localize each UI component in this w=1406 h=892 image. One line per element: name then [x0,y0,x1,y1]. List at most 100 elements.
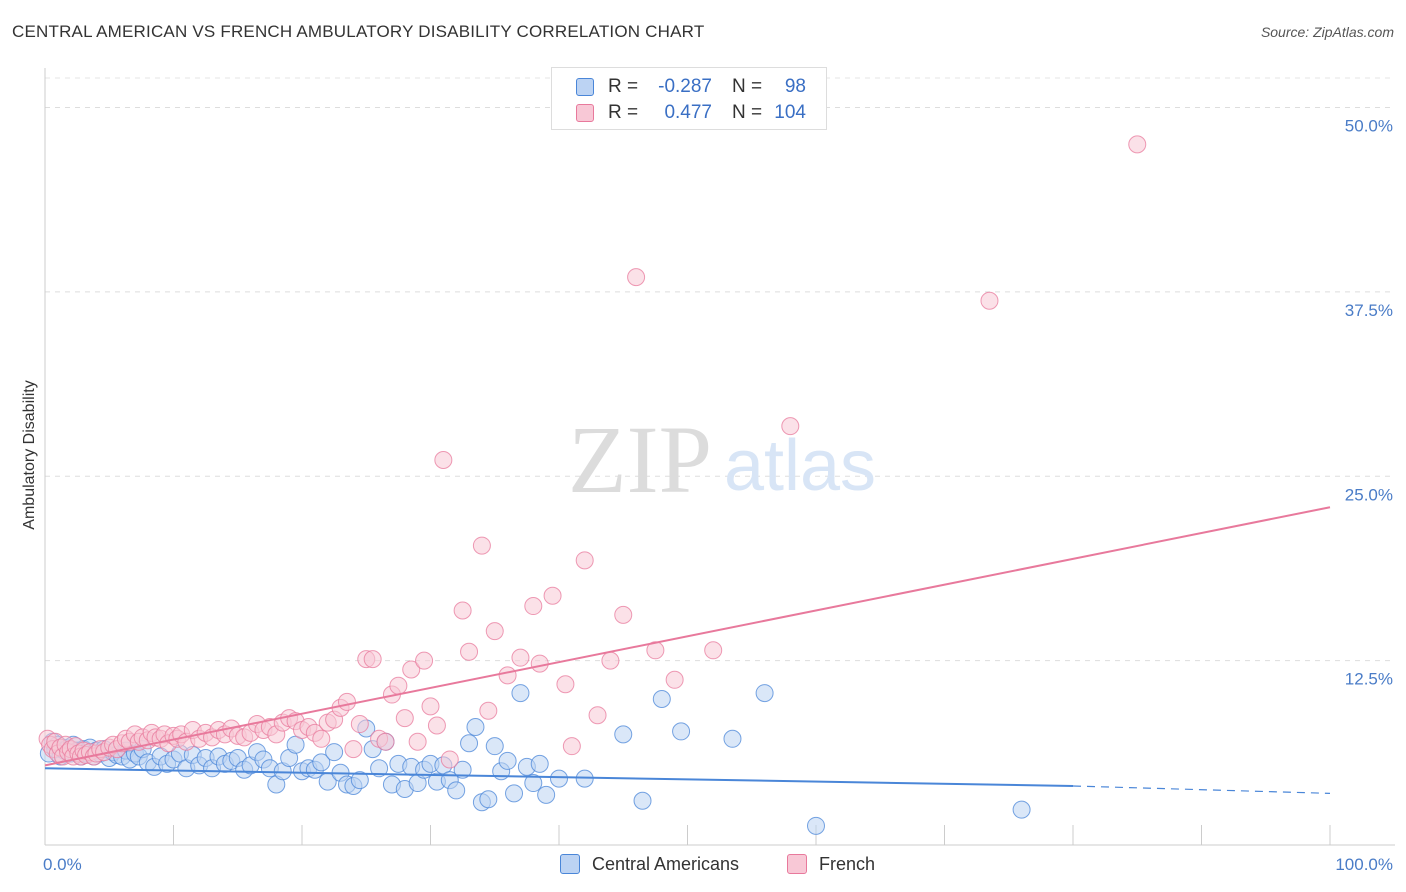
french-point [543,586,562,605]
y-tick-label: 25.0% [1345,485,1393,504]
french-point [389,676,408,695]
chart-title: CENTRAL AMERICAN VS FRENCH AMBULATORY DI… [12,22,705,41]
bottom-legend-central: Central Americans [560,852,739,876]
legend-swatch-central [576,78,594,96]
french-point [344,740,363,759]
french-point [511,648,530,667]
legend-r-value: -0.287 [658,76,712,97]
x-tick-label-min: 0.0% [43,855,82,874]
central-point [511,684,530,703]
central-point [350,771,369,790]
legend: R = -0.287 N = 98 R = 0.477 N = 104 [551,67,827,130]
central-point [614,725,633,744]
french-point [704,641,723,660]
french-point [427,716,446,735]
central-point [325,743,344,762]
central-point [530,754,549,773]
central-trend-extension [1072,785,1331,794]
french-point [402,660,421,679]
french-point [665,670,684,689]
legend-swatch-french [576,104,594,122]
central-point [485,737,504,756]
french-point [434,451,453,470]
french-point [575,551,594,570]
french-point [614,605,633,624]
legend-n-value: 104 [774,102,806,123]
central-point [460,734,479,753]
french-point [312,729,331,748]
trend-lines [44,506,1331,794]
french-point [588,706,607,725]
legend-row-central: R = -0.287 N = 98 [576,75,806,99]
french-point [524,597,543,616]
legend-r-value: 0.477 [664,102,712,123]
central-point [723,729,742,748]
central-point [447,781,466,800]
french-point [421,697,440,716]
bottom-legend-label-central: Central Americans [592,853,740,874]
french-point [460,642,479,661]
french-point [408,732,427,751]
x-tick-label-max: 100.0% [1335,855,1393,874]
watermark-zip: ZIP [568,406,712,513]
french-point [530,654,549,673]
watermark: ZIP atlas [568,406,876,513]
french-point [472,536,491,555]
french-point [1128,135,1147,154]
french-point [627,268,646,287]
french-point [498,666,517,685]
watermark-atlas: atlas [724,426,876,506]
legend-n-label: N = [732,76,763,97]
central-point [550,769,568,788]
central-point [370,759,389,778]
y-tick-label: 50.0% [1345,117,1393,136]
central-point [498,751,517,770]
bottom-legend-swatch-french [787,854,807,874]
central-point [633,791,652,810]
french-point [376,732,395,751]
french-point [453,601,472,620]
source-label: Source: ZipAtlas.com [1260,24,1394,40]
legend-r-label: R = [608,102,639,123]
central-point [466,718,485,736]
central-point [524,774,543,793]
french-point [479,701,498,720]
grid-lines [45,77,1395,662]
french-point [415,651,434,670]
central-point [1012,800,1031,819]
central-point [652,689,671,708]
central-trend-line [44,767,1074,787]
french-point [980,291,999,310]
central-point [453,760,472,779]
central-point [479,790,498,809]
legend-n-label: N = [732,102,763,123]
french-point [485,622,504,641]
bottom-legend-label-french: French [819,853,876,874]
french-point [440,750,459,769]
y-axis-label: Ambulatory Disability [21,380,38,529]
legend-row-french: R = 0.477 N = 104 [576,101,806,125]
axes [44,68,1395,846]
french-point [350,715,369,734]
y-tick-label: 37.5% [1345,301,1393,320]
legend-r-label: R = [608,76,639,97]
french-trend-line [44,506,1331,767]
central-point [537,785,556,804]
bottom-legend-swatch-central [560,854,580,874]
central-point [755,684,774,703]
french-point [556,675,575,694]
y-tick-label: 12.5% [1345,670,1393,689]
bottom-legend-french: French [787,852,875,876]
french-point [781,417,800,436]
french-point [395,709,414,728]
central-point [505,784,524,803]
central-point [672,722,691,741]
french-point [601,651,620,670]
french-point [337,692,356,711]
central-point [312,753,331,772]
legend-n-value: 98 [784,76,806,97]
axis-labels: 12.5% 25.0% 37.5% 50.0% 0.0% 100.0% Ambulatory… [21,117,1393,875]
central-point [807,816,825,835]
french-point [363,650,382,669]
